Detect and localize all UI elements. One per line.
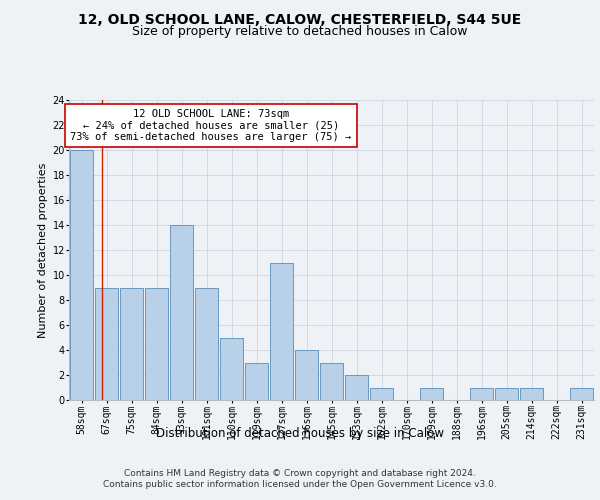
Bar (245, 362, 268, 400)
Text: Distribution of detached houses by size in Calow: Distribution of detached houses by size … (156, 428, 444, 440)
Bar (520, 388, 543, 400)
Bar (420, 388, 443, 400)
Bar (195, 288, 218, 400)
Bar (345, 375, 368, 400)
Text: Contains HM Land Registry data © Crown copyright and database right 2024.: Contains HM Land Registry data © Crown c… (124, 469, 476, 478)
Bar (295, 350, 318, 400)
Bar (320, 362, 343, 400)
Bar (120, 288, 143, 400)
Bar (170, 225, 193, 400)
Bar (145, 288, 168, 400)
Bar (270, 262, 293, 400)
Bar (570, 388, 593, 400)
Bar (95, 288, 118, 400)
Bar (370, 388, 393, 400)
Text: 12 OLD SCHOOL LANE: 73sqm
← 24% of detached houses are smaller (25)
73% of semi-: 12 OLD SCHOOL LANE: 73sqm ← 24% of detac… (70, 109, 352, 142)
Bar (470, 388, 493, 400)
Text: 12, OLD SCHOOL LANE, CALOW, CHESTERFIELD, S44 5UE: 12, OLD SCHOOL LANE, CALOW, CHESTERFIELD… (79, 12, 521, 26)
Bar (70, 150, 93, 400)
Bar (220, 338, 243, 400)
Y-axis label: Number of detached properties: Number of detached properties (38, 162, 48, 338)
Bar (495, 388, 518, 400)
Text: Size of property relative to detached houses in Calow: Size of property relative to detached ho… (132, 25, 468, 38)
Text: Contains public sector information licensed under the Open Government Licence v3: Contains public sector information licen… (103, 480, 497, 489)
